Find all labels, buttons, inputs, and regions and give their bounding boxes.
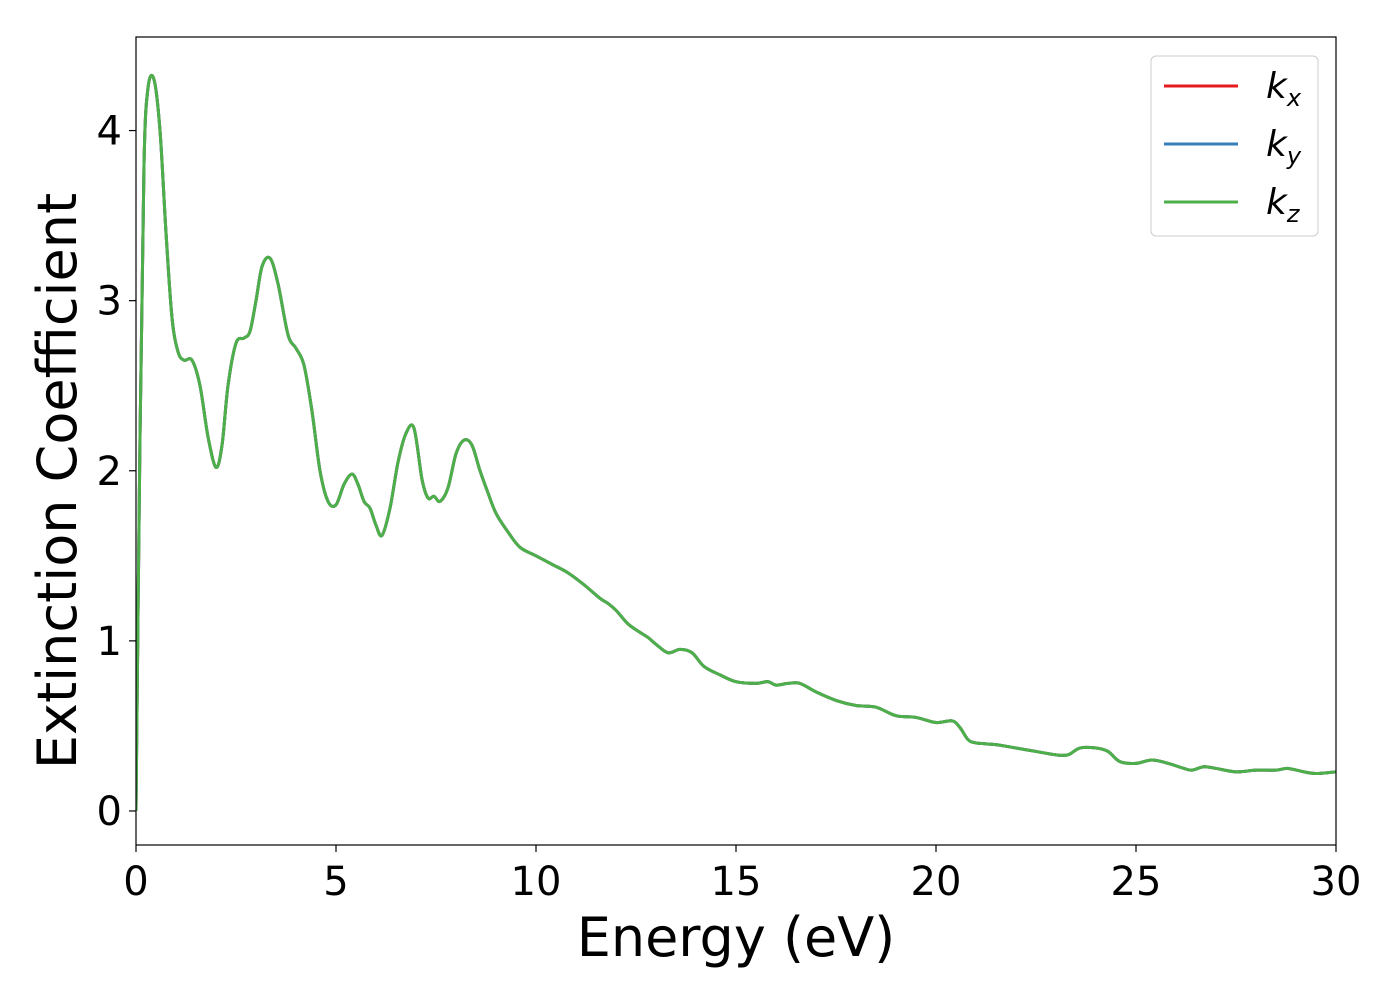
legend-label-y: ky bbox=[1266, 124, 1302, 170]
legend-label-x: kx bbox=[1266, 66, 1302, 112]
x-axis-ticks: 0 5 10 15 20 25 30 bbox=[123, 845, 1361, 905]
x-tick-label: 0 bbox=[123, 859, 148, 905]
y-tick-label: 1 bbox=[97, 619, 122, 665]
y-tick-label: 0 bbox=[97, 789, 122, 835]
series-layer bbox=[136, 73, 1336, 811]
x-tick-label: 30 bbox=[1311, 859, 1362, 905]
x-tick-label: 20 bbox=[911, 859, 962, 905]
series-line-3 bbox=[136, 73, 1336, 811]
legend-label-z: kz bbox=[1266, 182, 1301, 228]
legend-label-subscript: z bbox=[1286, 200, 1301, 228]
y-tick-label: 4 bbox=[97, 109, 122, 155]
legend-label-base: k bbox=[1266, 124, 1289, 165]
legend-label-base: k bbox=[1266, 182, 1289, 223]
legend-label-subscript: x bbox=[1286, 84, 1302, 112]
legend-label-base: k bbox=[1266, 66, 1289, 107]
x-tick-label: 5 bbox=[323, 859, 348, 905]
legend-label-subscript: y bbox=[1286, 142, 1302, 170]
y-tick-label: 2 bbox=[97, 449, 122, 495]
x-tick-label: 15 bbox=[711, 859, 762, 905]
x-tick-label: 10 bbox=[511, 859, 562, 905]
y-tick-label: 3 bbox=[97, 279, 122, 325]
y-axis-ticks: 0 1 2 3 4 bbox=[97, 109, 136, 835]
legend-box bbox=[1150, 55, 1319, 237]
x-axis-title: Energy (eV) bbox=[577, 906, 896, 969]
y-axis-title: Extinction Coefficient bbox=[26, 193, 89, 769]
x-tick-label: 25 bbox=[1111, 859, 1162, 905]
